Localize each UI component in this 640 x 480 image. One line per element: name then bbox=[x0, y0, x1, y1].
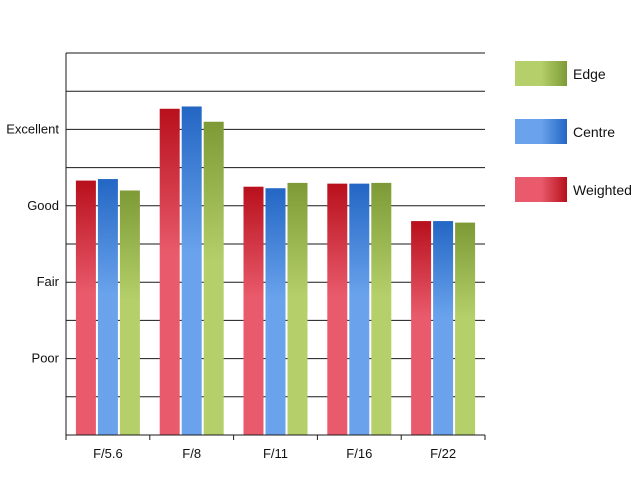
axes bbox=[65, 53, 486, 440]
bar-centre-0 bbox=[97, 179, 118, 435]
legend-swatch-edge bbox=[515, 61, 567, 86]
bar-edge-4 bbox=[455, 222, 476, 435]
bar-weighted-1 bbox=[159, 108, 180, 435]
bar-edge-3 bbox=[371, 182, 392, 435]
bar-edge-1 bbox=[203, 121, 224, 435]
bar-weighted-2 bbox=[243, 186, 264, 435]
bar-centre-1 bbox=[181, 106, 202, 435]
bars bbox=[75, 106, 476, 435]
legend-label-centre: Centre bbox=[573, 124, 615, 140]
legend-label-edge: Edge bbox=[573, 66, 606, 82]
bar-centre-3 bbox=[349, 183, 370, 435]
y-tick-label: Poor bbox=[32, 351, 60, 366]
bar-weighted-3 bbox=[327, 183, 348, 435]
y-tick-label: Good bbox=[27, 198, 59, 213]
legend-label-weighted: Weighted bbox=[573, 182, 632, 198]
legend-swatch-centre bbox=[515, 119, 567, 144]
bar-edge-0 bbox=[119, 190, 140, 435]
x-tick-labels: F/5.6 F/8 F/11 F/16 F/22 bbox=[93, 446, 456, 461]
x-tick-label: F/22 bbox=[430, 446, 456, 461]
bar-weighted-4 bbox=[411, 221, 432, 435]
bar-centre-2 bbox=[265, 188, 286, 435]
bar-centre-4 bbox=[433, 221, 454, 435]
bar-edge-2 bbox=[287, 182, 308, 435]
x-tick-label: F/8 bbox=[182, 446, 201, 461]
y-tick-label: Fair bbox=[37, 274, 60, 289]
y-tick-labels: Poor Fair Good Excellent bbox=[6, 121, 59, 365]
legend: Edge Centre Weighted bbox=[515, 61, 632, 202]
x-tick-label: F/5.6 bbox=[93, 446, 123, 461]
y-tick-label: Excellent bbox=[6, 121, 59, 136]
bar-weighted-0 bbox=[75, 180, 96, 435]
x-tick-label: F/11 bbox=[263, 446, 288, 461]
x-tick-label: F/16 bbox=[346, 446, 372, 461]
legend-swatch-weighted bbox=[515, 177, 567, 202]
